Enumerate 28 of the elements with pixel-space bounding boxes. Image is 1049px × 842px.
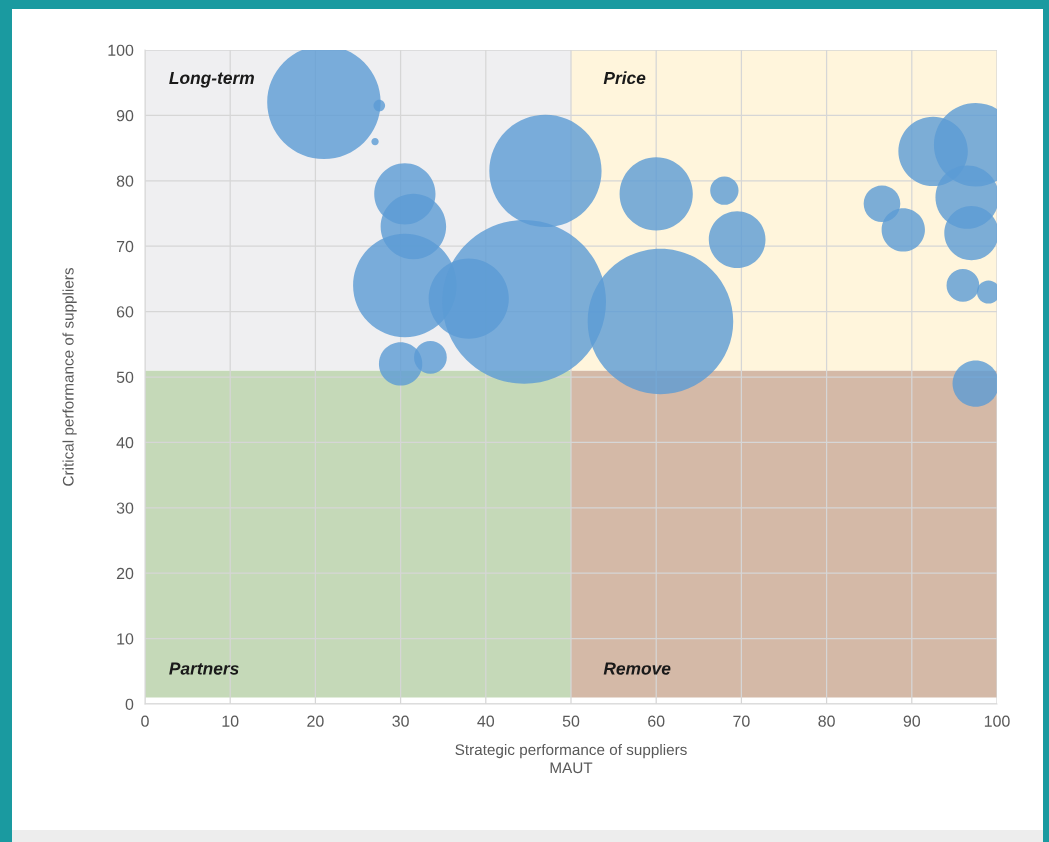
x-tick-label: 90 [903,715,921,727]
x-tick-label: 10 [222,715,239,727]
y-tick-label: 60 [116,306,134,318]
y-tick-label: 10 [117,633,134,645]
x-tick-label: 60 [648,715,665,727]
y-tick-label: 90 [116,110,134,122]
x-tick-label: 0 [141,715,149,727]
x-tick-label: 50 [562,715,580,727]
y-tick-label: 0 [125,698,134,710]
y-tick-label: 50 [116,371,134,383]
y-tick-label: 40 [116,437,134,449]
annotation: Partners [169,662,239,675]
annotation: Price [603,71,646,85]
y-axis-title: Critical performance of suppliers [62,268,77,486]
annotation: Long-term [169,71,254,88]
y-tick-label: 80 [116,175,134,187]
annotation: Remove [603,662,671,675]
x-tick-label: 20 [307,715,324,727]
y-tick-label: 30 [116,502,134,514]
x-tick-label: 100 [984,715,1010,727]
y-tick-label: 100 [108,44,134,56]
x-tick-label: 30 [392,715,409,727]
x-tick-label: 80 [818,715,835,727]
x-axis-title: Strategic performance of suppliers MAUT [455,743,687,774]
y-tick-label: 70 [116,240,134,253]
y-tick-label: 20 [116,567,134,580]
x-tick-label: 40 [477,715,495,727]
x-tick-label: 70 [733,715,750,727]
